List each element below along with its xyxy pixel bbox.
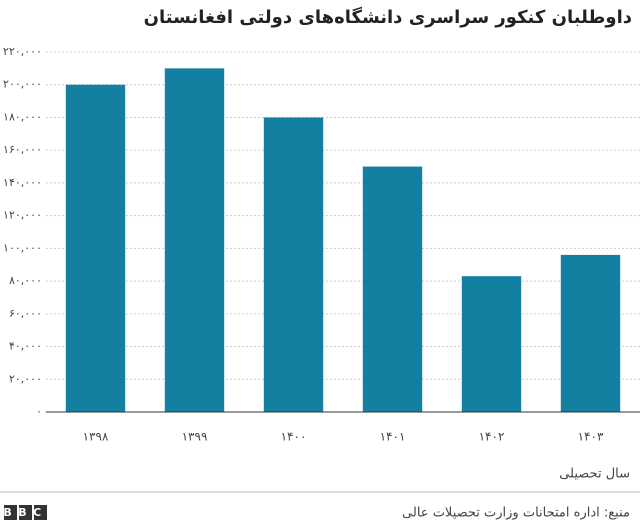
- x-tick-label: ۱۳۹۹: [182, 430, 208, 444]
- y-tick-label: ۱۸۰,۰۰۰: [3, 110, 42, 123]
- y-tick-label: ۲۰,۰۰۰: [9, 372, 42, 385]
- bar: [461, 276, 522, 412]
- bar: [263, 117, 324, 413]
- y-tick-label: ۸۰,۰۰۰: [9, 274, 42, 287]
- y-tick-label: ۱۰۰,۰۰۰: [3, 241, 42, 254]
- chart-title: داوطلبان کنکور سراسری دانشگاه‌های دولتی …: [144, 6, 632, 28]
- y-tick-label: ۱۶۰,۰۰۰: [3, 143, 42, 156]
- x-axis-label: سال تحصیلی: [559, 467, 630, 482]
- bar: [560, 254, 621, 412]
- x-tick-label: ۱۴۰۱: [380, 430, 406, 444]
- bar: [164, 68, 225, 412]
- y-tick-label: ۱۲۰,۰۰۰: [3, 209, 42, 222]
- y-tick-label: ۴۰,۰۰۰: [9, 340, 42, 353]
- logo-text: BBC: [3, 506, 47, 519]
- x-tick-label: ۱۴۰۰: [281, 430, 307, 444]
- y-tick-label: ۰: [36, 405, 42, 418]
- x-tick-label: ۱۴۰۲: [479, 430, 505, 444]
- y-tick-label: ۶۰,۰۰۰: [9, 307, 42, 320]
- x-tick-label: ۱۳۹۸: [83, 430, 109, 444]
- y-tick-label: ۲۲۰,۰۰۰: [3, 45, 42, 58]
- bar: [362, 166, 423, 412]
- x-tick-label: ۱۴۰۳: [578, 430, 604, 444]
- y-tick-label: ۱۴۰,۰۰۰: [3, 176, 42, 189]
- source: منبع: اداره امتحانات وزارت تحصیلات عالی: [402, 506, 630, 521]
- bar: [65, 84, 126, 413]
- logo: BBC: [3, 505, 47, 520]
- y-tick-label: ۲۰۰,۰۰۰: [3, 78, 42, 91]
